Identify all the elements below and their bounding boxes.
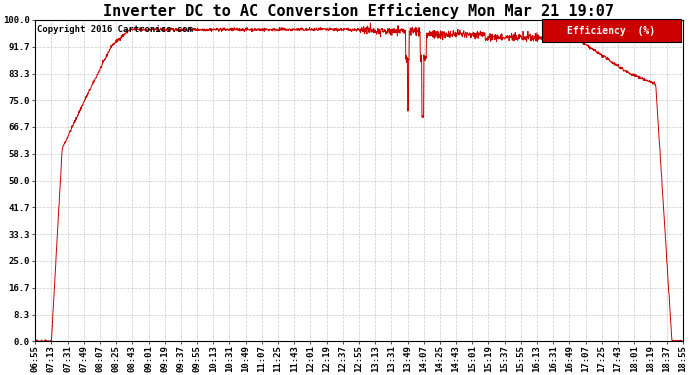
Text: Efficiency  (%): Efficiency (%): [567, 26, 656, 36]
Text: Copyright 2016 Cartronics.com: Copyright 2016 Cartronics.com: [37, 25, 193, 34]
FancyBboxPatch shape: [542, 19, 681, 42]
Title: Inverter DC to AC Conversion Efficiency Mon Mar 21 19:07: Inverter DC to AC Conversion Efficiency …: [104, 3, 615, 19]
